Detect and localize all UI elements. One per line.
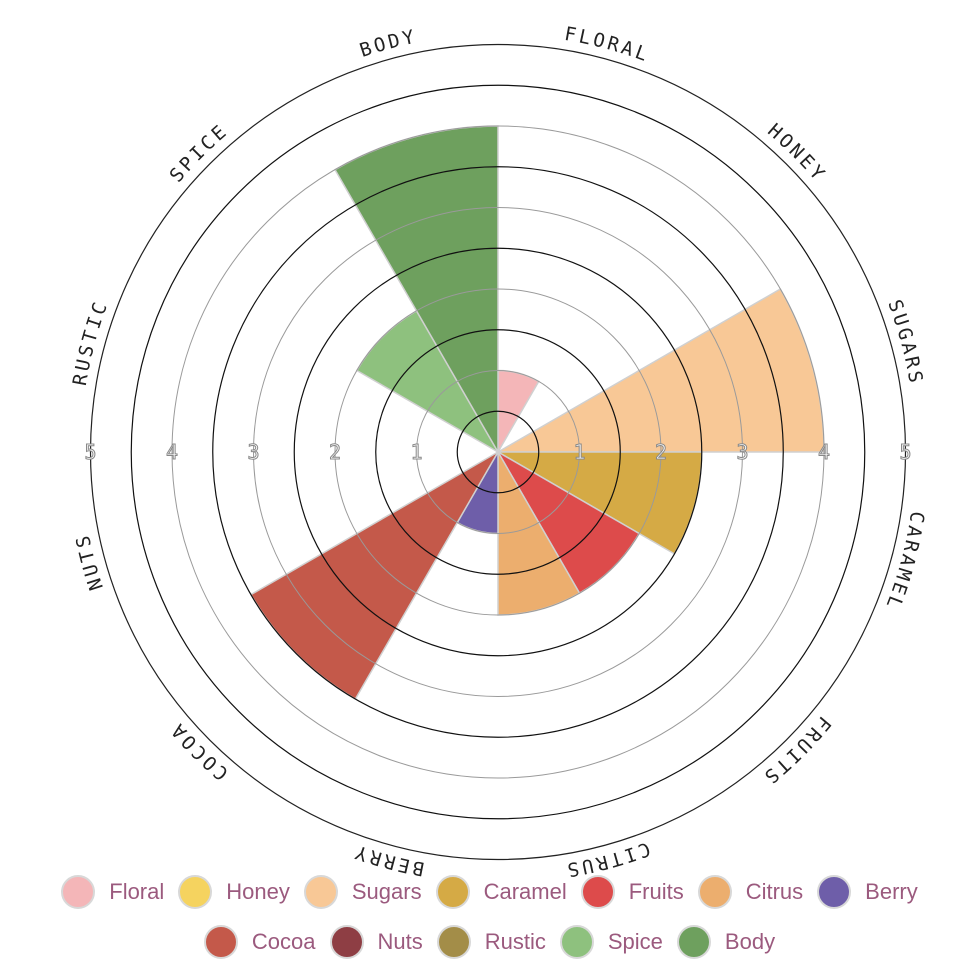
chart-outer-rim bbox=[89, 43, 907, 861]
legend-label-spice: Spice bbox=[607, 929, 663, 954]
tick-label-right-1: 1 bbox=[573, 440, 585, 464]
legend-swatch-cocoa bbox=[203, 925, 238, 959]
grid-ring-2 bbox=[334, 288, 662, 616]
legend-label-honey: Honey bbox=[226, 879, 290, 904]
tick-label-left-1: 1 bbox=[410, 440, 422, 464]
tick-label-left-5: 5 bbox=[84, 440, 96, 464]
category-label-honey: HONEY bbox=[763, 119, 830, 186]
category-label-caramel: CARAMEL bbox=[881, 510, 929, 614]
legend-swatch-nuts bbox=[329, 925, 364, 959]
tick-label-right-4: 4 bbox=[818, 440, 830, 464]
category-label-spice: SPICE bbox=[165, 119, 232, 186]
category-label-berry: BERRY bbox=[350, 840, 426, 880]
legend-item-sugars[interactable]: Sugars bbox=[303, 875, 422, 909]
legend-swatch-rustic bbox=[436, 925, 471, 959]
grid-ring-4-5 bbox=[130, 84, 866, 820]
legend-swatch-honey bbox=[178, 875, 213, 909]
legend-item-cocoa[interactable]: Cocoa bbox=[203, 925, 316, 959]
legend-swatch-berry bbox=[817, 875, 852, 909]
tick-label-left-4: 4 bbox=[166, 440, 178, 464]
legend-label-floral: Floral bbox=[109, 879, 165, 904]
legend-swatch-citrus bbox=[697, 875, 732, 909]
legend-row-2: Cocoa Nuts Rustic Spice Body bbox=[0, 925, 979, 959]
legend-label-sugars: Sugars bbox=[351, 879, 422, 904]
legend-item-fruits[interactable]: Fruits bbox=[580, 875, 684, 909]
legend-item-citrus[interactable]: Citrus bbox=[697, 875, 804, 909]
tick-label-left-2: 2 bbox=[329, 440, 341, 464]
legend-item-spice[interactable]: Spice bbox=[559, 925, 663, 959]
tick-label-right-3: 3 bbox=[736, 440, 748, 464]
grid-ring-4 bbox=[171, 125, 825, 779]
legend-item-honey[interactable]: Honey bbox=[178, 875, 290, 909]
legend-swatch-body bbox=[676, 925, 711, 959]
chart-grid bbox=[130, 84, 866, 820]
legend-item-caramel[interactable]: Caramel bbox=[435, 875, 567, 909]
legend-item-floral[interactable]: Floral bbox=[61, 875, 164, 909]
chart-sectors bbox=[249, 125, 825, 701]
grid-ring-2-5 bbox=[293, 247, 703, 657]
legend-item-body[interactable]: Body bbox=[676, 925, 776, 959]
legend-swatch-floral bbox=[61, 875, 96, 909]
outer-ring bbox=[89, 43, 907, 861]
legend-item-nuts[interactable]: Nuts bbox=[329, 925, 423, 959]
tick-label-left-3: 3 bbox=[247, 440, 259, 464]
grid-ring-1-5 bbox=[375, 329, 621, 575]
legend-label-cocoa: Cocoa bbox=[251, 929, 316, 954]
chart-tick-labels: 1 2 3 4 5 1 2 3 4 5 bbox=[84, 440, 912, 465]
legend-label-berry: Berry bbox=[865, 879, 918, 904]
legend-label-citrus: Citrus bbox=[745, 879, 804, 904]
sector-sugars[interactable] bbox=[495, 287, 825, 453]
tick-label-right-5: 5 bbox=[899, 440, 911, 464]
grid-ring-3 bbox=[253, 207, 743, 697]
legend-label-rustic: Rustic bbox=[484, 929, 546, 954]
legend-label-fruits: Fruits bbox=[628, 879, 684, 904]
legend-label-body: Body bbox=[724, 929, 776, 954]
tick-label-right-2: 2 bbox=[655, 440, 667, 464]
category-label-cocoa: COCOA bbox=[165, 717, 232, 784]
legend-swatch-caramel bbox=[435, 875, 470, 909]
category-label-fruits: FRUITS bbox=[758, 712, 835, 789]
sector-cocoa[interactable] bbox=[249, 449, 501, 701]
legend-label-nuts: Nuts bbox=[377, 929, 423, 954]
category-label-nuts: NUTS bbox=[72, 531, 108, 593]
category-label-body: BODY bbox=[357, 26, 419, 62]
legend-row-1: Floral Honey Sugars Caramel Fruits Citru… bbox=[0, 875, 979, 909]
grid-ring-0-5 bbox=[456, 410, 540, 494]
grid-ring-3-5 bbox=[212, 166, 784, 738]
legend-swatch-sugars bbox=[303, 875, 338, 909]
legend-swatch-fruits bbox=[580, 875, 615, 909]
grid-ring-1 bbox=[416, 370, 580, 534]
legend-swatch-spice bbox=[559, 925, 594, 959]
legend-item-rustic[interactable]: Rustic bbox=[436, 925, 546, 959]
legend-label-caramel: Caramel bbox=[483, 879, 567, 904]
legend-item-berry[interactable]: Berry bbox=[817, 875, 918, 909]
